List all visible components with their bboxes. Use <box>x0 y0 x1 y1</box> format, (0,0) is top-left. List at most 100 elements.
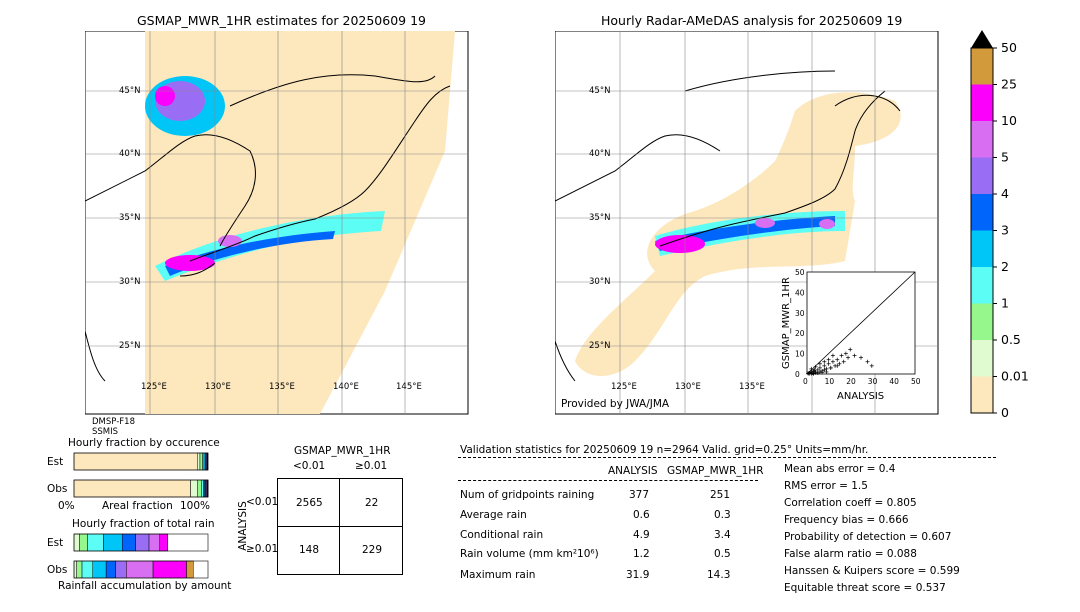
stat-label: Conditional rain <box>460 529 544 541</box>
bar-segment <box>121 533 136 552</box>
scatter-point <box>820 370 825 375</box>
scatter-ytick: 10 <box>795 350 805 359</box>
scatter-xlabel: ANALYSIS <box>837 391 884 402</box>
scatter-ylabel: GSMAP_MWR_1HR <box>781 277 792 369</box>
lat-label: 35°N <box>589 213 610 223</box>
axis-mid: Areal fraction <box>102 500 173 512</box>
row-header: <0.01 <box>246 496 279 508</box>
scatter-point <box>811 371 816 376</box>
col-header-analysis: ANALYSIS <box>608 465 658 477</box>
rain-band-north <box>145 76 225 136</box>
dashed-rule <box>458 457 996 458</box>
bar-segment <box>148 533 161 552</box>
scatter-ytick: 20 <box>795 329 805 338</box>
colorbar-label: 0.01 <box>1001 369 1029 384</box>
lon-label: 130°E <box>205 382 231 392</box>
score: Correlation coeff = 0.805 <box>784 497 917 509</box>
score: Equitable threat score = 0.537 <box>784 582 946 594</box>
colorbar-label: 5 <box>1001 150 1009 165</box>
bar-segment <box>73 533 80 552</box>
stat-analysis: 31.9 <box>626 569 650 581</box>
left-map: 45°N 40°N 35°N 30°N 25°N 125°E 130°E 135… <box>85 31 469 415</box>
row-label-obs: Obs <box>47 564 68 576</box>
score: Mean abs error = 0.4 <box>784 463 896 475</box>
stat-gsmap: 14.3 <box>707 569 731 581</box>
map-grid <box>85 31 468 414</box>
stat-label: Num of gridpoints raining <box>460 489 595 501</box>
colorbar-segment <box>971 303 993 340</box>
stat-label: Average rain <box>460 509 527 521</box>
scatter-xtick: 10 <box>825 377 835 386</box>
lat-label: 35°N <box>119 213 140 223</box>
lat-label: 45°N <box>119 86 140 96</box>
scatter-point <box>817 361 822 366</box>
lat-label: 25°N <box>119 341 140 351</box>
bar-segment <box>199 452 203 471</box>
scatter-point <box>813 370 818 375</box>
bar-segment <box>81 560 94 579</box>
coastlines <box>555 70 901 382</box>
colorbar-label: 2 <box>1001 259 1009 274</box>
bar-frame <box>73 452 209 471</box>
scatter-point <box>835 357 840 362</box>
bar-segment <box>79 533 88 552</box>
stat-gsmap: 0.5 <box>714 548 731 560</box>
col-header: <0.01 <box>293 460 326 472</box>
scatter-point <box>813 364 818 369</box>
cell: 2565 <box>296 497 323 509</box>
bar-segment <box>103 533 123 552</box>
score: False alarm ratio = 0.088 <box>784 548 917 560</box>
lon-label: 135°E <box>739 382 765 392</box>
bar-segment <box>190 479 198 498</box>
scatter-point <box>822 359 827 364</box>
lat-label: 45°N <box>589 86 610 96</box>
stat-label: Maximum rain <box>460 569 536 581</box>
scatter-xtick: 50 <box>911 377 921 386</box>
radar-rain-band <box>655 211 845 256</box>
lat-label: 40°N <box>589 149 610 159</box>
stat-gsmap: 0.3 <box>714 509 731 521</box>
bar-segment <box>201 479 204 498</box>
bar-segment <box>159 533 169 552</box>
colorbar-label: 4 <box>1001 186 1009 201</box>
lon-label: 140°E <box>333 382 359 392</box>
bar-segment <box>126 560 154 579</box>
colorbar-label: 3 <box>1001 223 1009 238</box>
stat-gsmap: 251 <box>710 489 731 501</box>
score: Probability of detection = 0.607 <box>784 531 952 543</box>
lon-label: 145°E <box>396 382 422 392</box>
colorbar-label: 50 <box>1001 40 1017 55</box>
col-header-gsmap: GSMAP_MWR_1HR <box>667 465 764 477</box>
stat-analysis: 4.9 <box>633 529 650 541</box>
scatter-xtick: 30 <box>868 377 878 386</box>
lat-label: 40°N <box>119 149 140 159</box>
colorbar-segment <box>971 157 993 194</box>
one-to-one-line <box>806 271 916 375</box>
occurrence-title: Hourly fraction by occurence <box>68 437 220 449</box>
contingency-grid: 2565 22 148 229 <box>277 478 403 575</box>
row-label-obs: Obs <box>47 483 68 495</box>
row-label-est: Est <box>47 537 64 549</box>
lat-label: 30°N <box>119 277 140 287</box>
colorbar-segment <box>971 194 993 231</box>
bar-segment <box>186 560 194 579</box>
colorbar-extend-arrow <box>971 30 993 48</box>
scatter-point <box>826 361 831 366</box>
score: Hanssen & Kuipers score = 0.599 <box>784 565 960 577</box>
scatter-point <box>841 359 846 364</box>
scatter-point <box>859 355 863 360</box>
scatter-point <box>822 363 827 368</box>
scatter-point <box>835 363 840 368</box>
scatter-point <box>852 353 857 358</box>
scatter-xtick: 0 <box>803 377 808 386</box>
colorbar-label: 25 <box>1001 77 1017 92</box>
stat-label: Rain volume (mm km²10⁶) <box>460 548 599 560</box>
bar-segment <box>87 533 104 552</box>
bar-segment <box>73 560 77 579</box>
colorbar: 0 0.01 0.5 1 2 3 4 5 10 25 50 <box>970 30 1029 420</box>
colorbar-segment <box>971 84 993 121</box>
bar-segment <box>115 560 127 579</box>
lon-label: 130°E <box>675 382 701 392</box>
bar-segment <box>73 479 191 498</box>
lon-label: 125°E <box>611 382 637 392</box>
